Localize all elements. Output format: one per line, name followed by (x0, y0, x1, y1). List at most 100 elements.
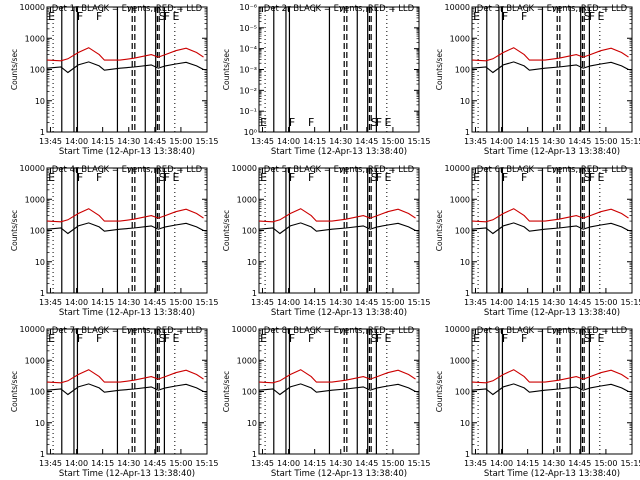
series-events-black (471, 222, 629, 235)
series-lld-red (471, 47, 629, 62)
event-marker: S (584, 171, 591, 184)
event-marker: F (164, 10, 170, 23)
y-tick-label: 1000 (237, 356, 257, 365)
event-marker: F (308, 171, 314, 184)
x-tick-label: 14:30 (542, 459, 565, 468)
x-tick-label: 13:45 (251, 137, 274, 146)
event-marker: F (521, 171, 527, 184)
chart-title: Det 9r BLACK = Events, RED = LLD (477, 326, 628, 336)
y-tick-label: 10 (35, 419, 45, 428)
chart-title: Det 1r BLACK = Events, RED = LLD (52, 4, 203, 14)
chart-title: Det 7r BLACK = Events, RED = LLD (52, 326, 203, 336)
x-tick-label: 15:00 (381, 459, 404, 468)
y-tick-label: 100 (455, 66, 470, 75)
x-tick-label: 13:45 (39, 137, 62, 146)
y-tick-label: 1 (40, 450, 45, 459)
event-marker: F (376, 116, 382, 129)
y-tick-label: 10⁻⁴ (239, 45, 257, 54)
y-tick-label: 10⁰ (244, 128, 257, 137)
event-marker: F (289, 332, 295, 345)
event-marker: F (502, 10, 508, 23)
series-events-black (258, 383, 416, 396)
y-axis-label: Counts/sec (222, 371, 231, 412)
event-marker: E (597, 171, 604, 184)
event-marker: E (597, 332, 604, 345)
x-tick-label: 15:00 (381, 137, 404, 146)
event-marker: E (384, 171, 391, 184)
x-tick-label: 14:00 (277, 459, 300, 468)
y-tick-label: 1000 (450, 356, 470, 365)
event-marker: S (371, 332, 378, 345)
y-axis-label: Counts/sec (10, 210, 19, 251)
x-tick-label: 15:00 (594, 137, 617, 146)
x-tick-label: 14:30 (542, 298, 565, 307)
x-tick-label: 14:00 (65, 137, 88, 146)
x-tick-label: 15:00 (169, 298, 192, 307)
series-lld-red (471, 369, 629, 384)
plot-frame (471, 167, 633, 294)
event-marker: F (521, 332, 527, 345)
event-marker: E (260, 171, 267, 184)
event-marker: E (260, 332, 267, 345)
event-marker: E (172, 332, 179, 345)
x-tick-label: 14:15 (516, 137, 539, 146)
y-tick-label: 100 (455, 388, 470, 397)
plot-frame (46, 328, 208, 455)
series-lld-red (46, 369, 204, 384)
event-marker: E (597, 10, 604, 23)
chart-panel-9: Det 9r BLACK = Events, RED = LLD 1 10 100 10… (435, 325, 640, 479)
y-tick-label: 1 (252, 450, 257, 459)
y-tick-label: 100 (30, 227, 45, 236)
y-tick-label: 1 (465, 289, 470, 298)
chart-panel-6: Det 6r BLACK = Events, RED = LLD 1 10 100 10… (435, 164, 640, 318)
x-tick-label: 14:15 (303, 459, 326, 468)
event-marker: S (371, 116, 378, 129)
y-tick-label: 10 (460, 419, 470, 428)
chart-panel-1: Det 1r BLACK = Events, RED = LLD 1 10 100 10… (10, 3, 219, 157)
x-tick-label: 14:45 (143, 137, 166, 146)
y-axis-label: Counts/sec (222, 49, 231, 90)
event-marker: F (521, 10, 527, 23)
event-marker: S (584, 10, 591, 23)
x-tick-label: 14:00 (65, 459, 88, 468)
y-tick-label: 1000 (450, 195, 470, 204)
event-marker: E (172, 171, 179, 184)
chart-panel-7: Det 7r BLACK = Events, RED = LLD 1 10 100 10… (10, 325, 219, 479)
x-tick-label: 15:00 (169, 137, 192, 146)
y-axis-label: Counts/sec (10, 371, 19, 412)
x-tick-label: 14:30 (329, 137, 352, 146)
event-marker: E (384, 332, 391, 345)
series-events-black (46, 383, 204, 396)
y-tick-label: 10⁻² (239, 86, 257, 95)
x-tick-label: 14:30 (542, 137, 565, 146)
y-tick-label: 10000 (20, 325, 45, 334)
plot-frame (258, 328, 420, 455)
series-events-black (258, 222, 416, 235)
event-marker: F (308, 116, 314, 129)
x-axis-label: Start Time (12-Apr-13 13:38:40) (59, 308, 195, 318)
y-tick-label: 10000 (232, 164, 257, 173)
event-marker: E (473, 10, 480, 23)
chart-title: Det 4r BLACK = Events, RED = LLD (52, 165, 203, 175)
chart-panel-8: Det 8r BLACK = Events, RED = LLD 1 10 100 10… (222, 325, 431, 479)
event-marker: F (289, 171, 295, 184)
y-tick-label: 10 (460, 258, 470, 267)
y-tick-label: 1000 (450, 34, 470, 43)
x-tick-label: 15:15 (620, 298, 640, 307)
y-tick-label: 10⁻⁶ (239, 3, 257, 12)
series-events-black (46, 61, 204, 74)
chart-panel-2: Det 2r BLACK = Events, RED = LLD 10⁰ 10⁻¹ 1… (222, 3, 431, 157)
y-tick-label: 10⁻³ (239, 66, 257, 75)
event-marker: E (384, 116, 391, 129)
series-lld-red (471, 208, 629, 223)
x-tick-label: 14:45 (355, 137, 378, 146)
x-axis-label: Start Time (12-Apr-13 13:38:40) (484, 469, 620, 479)
x-tick-label: 15:15 (620, 459, 640, 468)
chart-title: Det 2r BLACK = Events, RED = LLD (264, 4, 415, 14)
event-marker: E (260, 116, 267, 129)
x-axis-label: Start Time (12-Apr-13 13:38:40) (271, 147, 407, 157)
event-marker: F (502, 171, 508, 184)
y-tick-label: 1 (40, 289, 45, 298)
